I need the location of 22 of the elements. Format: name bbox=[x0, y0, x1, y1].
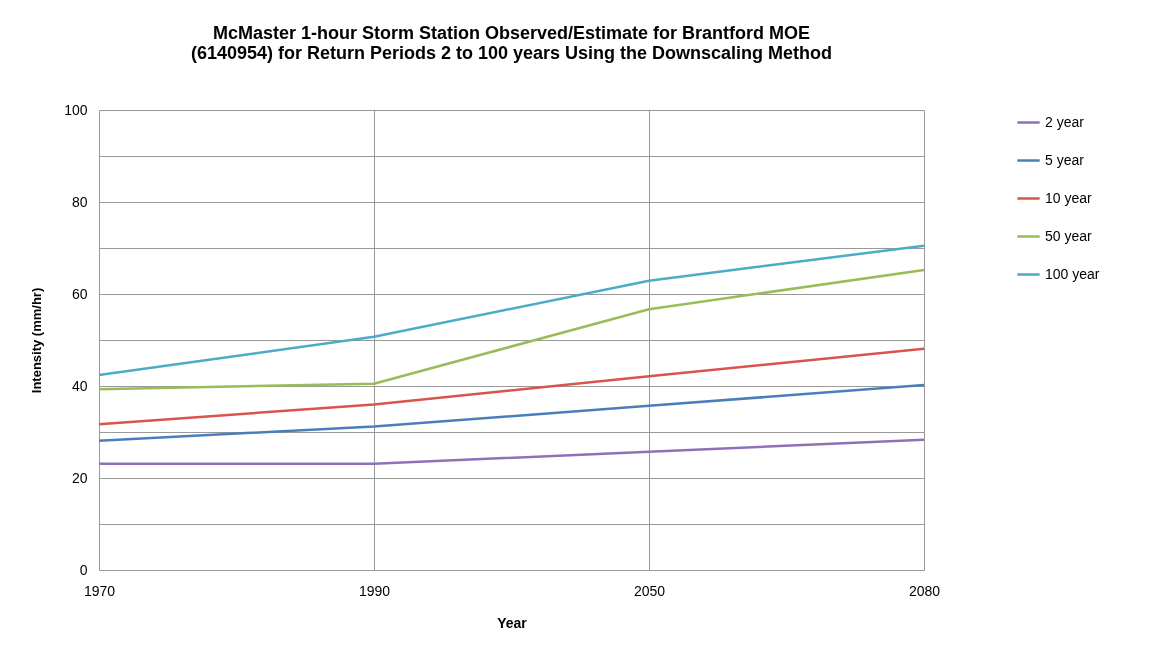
chart-title: McMaster 1-hour Storm Station Observed/Estimate for Brantford MOE (6140954) for Return Periods 2 to 100 years Using the Downscaling Method bbox=[190, 23, 833, 63]
y-tick-label: 40 bbox=[71, 377, 88, 394]
x-tick-label: 1970 bbox=[83, 582, 116, 599]
x-tick-label: 1990 bbox=[358, 582, 391, 599]
legend-label: 50 year bbox=[1045, 227, 1093, 244]
legend-label: 100 year bbox=[1045, 265, 1100, 282]
y-tick-label: 60 bbox=[71, 285, 88, 302]
line-series bbox=[97, 268, 926, 391]
y-axis-title: Intensity (mm/hr) bbox=[29, 287, 45, 394]
legend-label: 5 year bbox=[1045, 151, 1085, 168]
x-tick-label: 2080 bbox=[908, 582, 941, 599]
line-series bbox=[97, 383, 926, 442]
legend-label: 10 year bbox=[1045, 189, 1093, 206]
legend-label: 2 year bbox=[1045, 113, 1085, 130]
line-series bbox=[97, 347, 926, 426]
line-series bbox=[97, 244, 926, 377]
x-tick-label: 2050 bbox=[633, 582, 666, 599]
y-tick-label: 80 bbox=[71, 193, 88, 210]
y-tick-label: 100 bbox=[64, 101, 88, 118]
y-tick-label: 0 bbox=[79, 561, 88, 578]
y-tick-label: 20 bbox=[71, 469, 88, 486]
x-axis-title: Year bbox=[497, 614, 528, 631]
